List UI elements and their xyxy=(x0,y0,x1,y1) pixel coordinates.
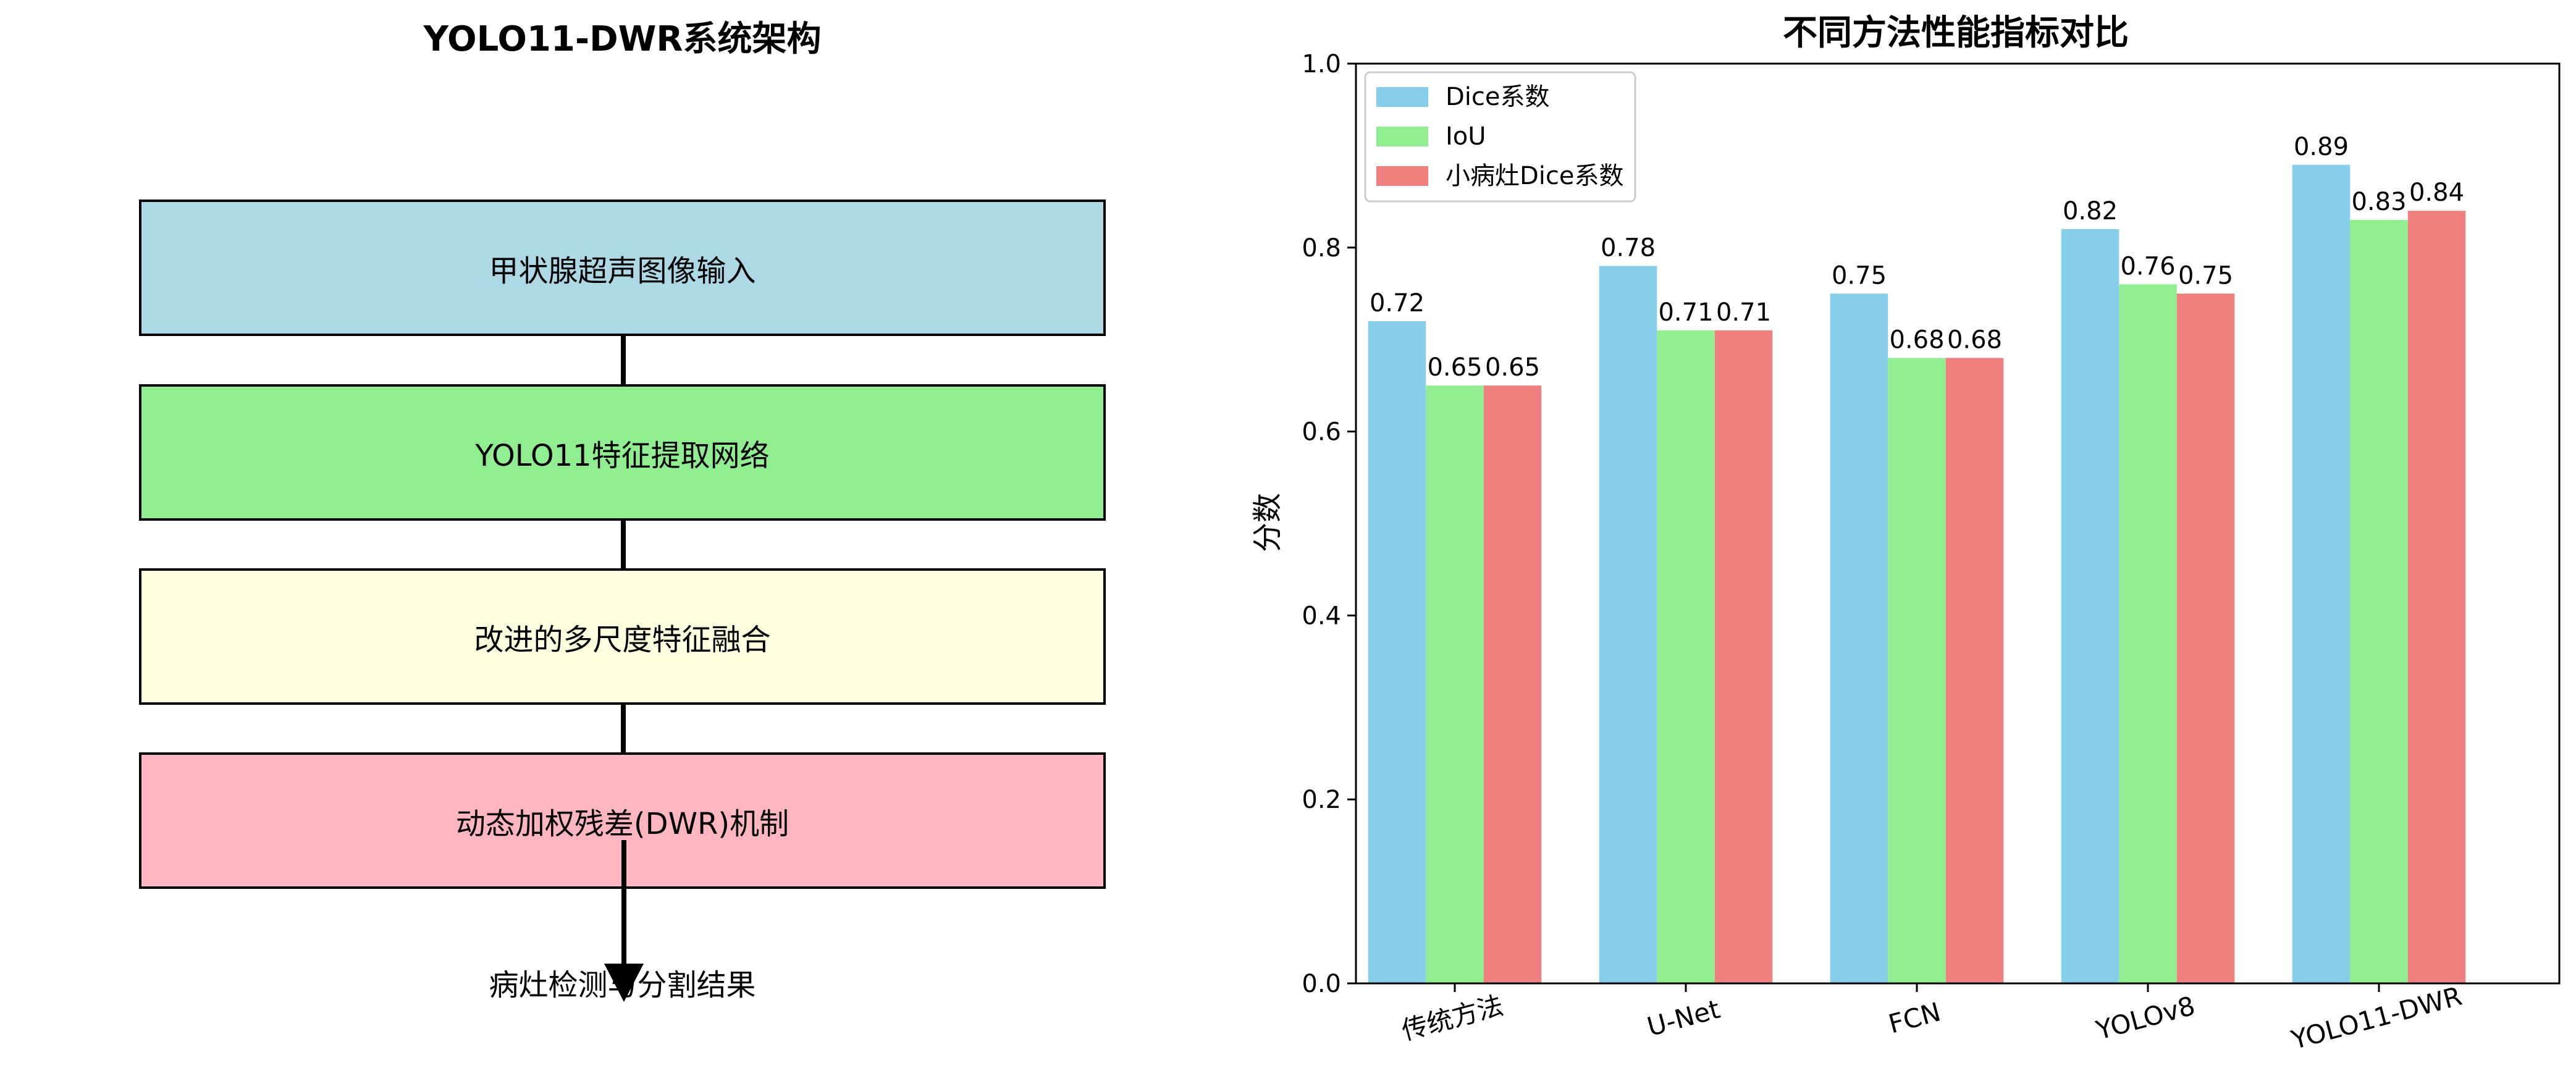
output-arrow xyxy=(604,840,644,1002)
chart-title: 不同方法性能指标对比 xyxy=(1783,13,2129,53)
bar xyxy=(1830,293,1888,983)
bar-value-label: 0.68 xyxy=(1947,326,2002,354)
legend-label: 小病灶Dice系数 xyxy=(1446,162,1624,190)
feature-fusion-box: 改进的多尺度特征融合 xyxy=(139,568,1106,705)
bar-value-label: 0.72 xyxy=(1370,289,1425,317)
y-tick-label: 0.4 xyxy=(1302,602,1341,630)
x-tick-label: FCN xyxy=(1885,996,1944,1039)
connector-3 xyxy=(621,705,626,754)
plot-frame xyxy=(1355,62,2561,985)
connector-1 xyxy=(621,336,626,385)
bar-value-label: 0.89 xyxy=(2294,133,2349,161)
bar xyxy=(1657,330,1715,983)
y-tick-label: 1.0 xyxy=(1302,50,1341,78)
x-tick-label: YOLO11-DWR xyxy=(2288,981,2465,1056)
x-tick-label: 传统方法 xyxy=(1399,990,1507,1046)
bar-value-label: 0.78 xyxy=(1601,234,1656,263)
bar-value-label: 0.75 xyxy=(2178,261,2233,290)
bar-value-label: 0.83 xyxy=(2351,188,2406,216)
dwr-box: 动态加权残差(DWR)机制 xyxy=(139,752,1106,889)
feature-extraction-box: YOLO11特征提取网络 xyxy=(139,384,1106,521)
y-axis-label: 分数 xyxy=(1250,493,1285,552)
bar-value-label: 0.76 xyxy=(2120,252,2175,280)
bar-value-label: 0.68 xyxy=(1889,326,1944,354)
bar xyxy=(1483,385,1542,983)
feature-fusion-box-label: 改进的多尺度特征融合 xyxy=(474,622,771,657)
bar xyxy=(2350,220,2408,983)
legend: Dice系数 IoU 小病灶Dice系数 xyxy=(1364,71,1636,203)
y-tick-label: 0.0 xyxy=(1302,970,1341,998)
legend-swatch xyxy=(1376,166,1428,186)
bar xyxy=(1714,330,1773,983)
y-tick-label: 0.6 xyxy=(1302,418,1341,447)
feature-extraction-box-label: YOLO11特征提取网络 xyxy=(475,438,770,473)
bar-value-label: 0.65 xyxy=(1427,353,1482,382)
bar xyxy=(1426,385,1484,983)
x-tick-label: U-Net xyxy=(1644,994,1723,1042)
bar-value-label: 0.82 xyxy=(2063,197,2118,225)
y-tick-label: 0.8 xyxy=(1302,234,1341,263)
dwr-box-label: 动态加权残差(DWR)机制 xyxy=(455,806,789,841)
legend-swatch xyxy=(1376,127,1428,146)
architecture-title: YOLO11-DWR系统架构 xyxy=(423,19,822,59)
bar xyxy=(2176,293,2235,983)
bar xyxy=(1368,321,1426,984)
y-tick-label: 0.2 xyxy=(1302,786,1341,814)
bar xyxy=(1888,358,1946,983)
bar xyxy=(2407,211,2466,983)
bar-value-label: 0.71 xyxy=(1716,298,1771,327)
bar-value-label: 0.84 xyxy=(2409,179,2464,207)
bar xyxy=(2061,229,2119,983)
connector-2 xyxy=(621,521,626,570)
x-tick-label: YOLOv8 xyxy=(2092,990,2198,1046)
legend-label: IoU xyxy=(1446,122,1486,151)
legend-frame xyxy=(1364,71,1636,203)
bar-value-label: 0.71 xyxy=(1658,298,1713,327)
legend-label: Dice系数 xyxy=(1446,83,1550,111)
bar xyxy=(1945,358,2004,983)
bar-value-label: 0.75 xyxy=(1832,261,1887,290)
input-box-label: 甲状腺超声图像输入 xyxy=(489,253,756,288)
bar xyxy=(2292,164,2351,983)
bar xyxy=(2119,284,2177,983)
bar-value-label: 0.65 xyxy=(1485,353,1540,382)
bar xyxy=(1599,266,1657,984)
legend-swatch xyxy=(1376,87,1428,107)
input-box: 甲状腺超声图像输入 xyxy=(139,200,1106,336)
